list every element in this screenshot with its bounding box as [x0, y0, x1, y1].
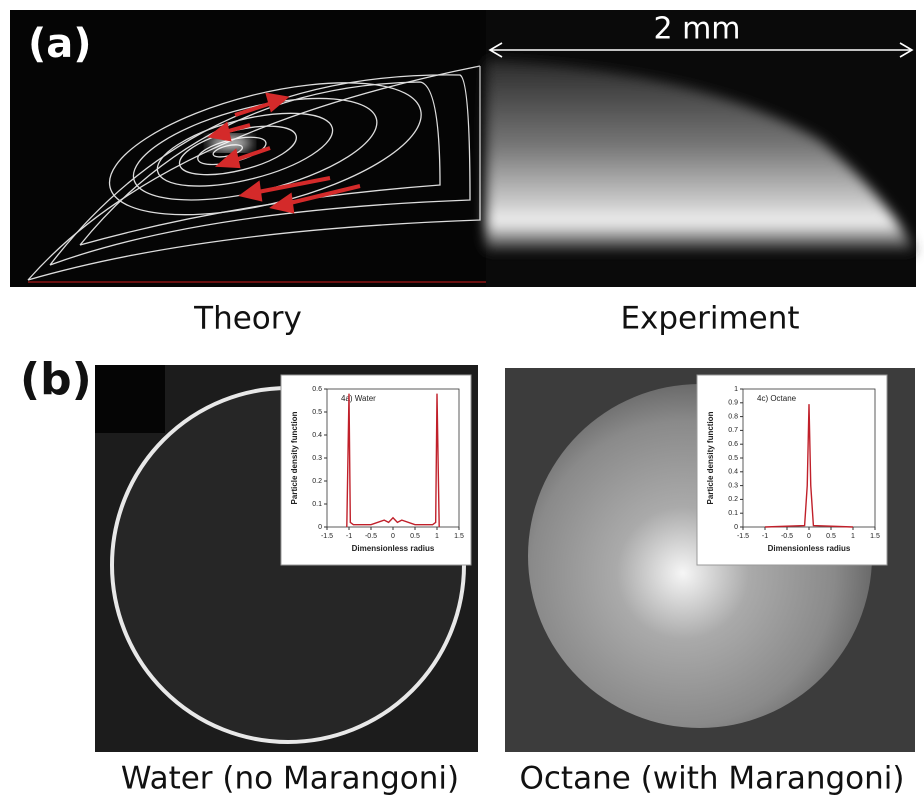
x-tick-label: 1.5 — [870, 533, 880, 540]
panel-label: (a) — [28, 21, 92, 67]
y-tick-label: 1 — [734, 386, 738, 393]
scale-label: 2 mm — [653, 12, 740, 47]
x-tick-label: 1.5 — [454, 533, 464, 540]
caption: Theory — [193, 301, 302, 337]
y-tick-label: 0.1 — [728, 510, 738, 517]
panel-label: (b) — [20, 354, 92, 405]
y-axis-label: Particle density function — [706, 411, 715, 504]
y-tick-label: 0.6 — [312, 386, 322, 393]
y-tick-label: 0.7 — [728, 427, 738, 434]
y-tick-label: 0.3 — [312, 455, 322, 462]
y-axis-label: Particle density function — [290, 411, 299, 504]
x-tick-label: 0 — [391, 533, 395, 540]
x-tick-label: -0.5 — [781, 533, 793, 540]
image-corner — [95, 365, 165, 433]
x-tick-label: 1 — [851, 533, 855, 540]
caption: Water (no Marangoni) — [121, 761, 459, 797]
x-tick-label: -1 — [346, 533, 352, 540]
x-tick-label: 0 — [807, 533, 811, 540]
x-axis-label: Dimensionless radius — [768, 544, 851, 553]
inset-title: 4c) Octane — [757, 394, 797, 403]
y-tick-label: 0.2 — [312, 478, 322, 485]
y-tick-label: 0.5 — [728, 455, 738, 462]
x-axis-label: Dimensionless radius — [352, 544, 435, 553]
y-tick-label: 0.2 — [728, 496, 738, 503]
y-tick-label: 0.6 — [728, 441, 738, 448]
caption: Experiment — [620, 301, 799, 337]
y-tick-label: 0.4 — [728, 469, 738, 476]
y-tick-label: 0 — [734, 524, 738, 531]
y-tick-label: 0.5 — [312, 409, 322, 416]
y-tick-label: 0.8 — [728, 413, 738, 420]
inset-title: 4a) Water — [341, 394, 376, 403]
y-tick-label: 0 — [318, 524, 322, 531]
x-tick-label: -0.5 — [365, 533, 377, 540]
inset-chart: -1.5 -1 -0.5 0 0.5 1 1.5 0 0.1 0.2 0.3 0.4 0.5 0.6 4a)… — [281, 375, 471, 565]
x-tick-label: -1 — [762, 533, 768, 540]
y-tick-label: 0.4 — [312, 432, 322, 439]
x-tick-label: 0.5 — [826, 533, 836, 540]
x-tick-label: 0.5 — [410, 533, 420, 540]
y-tick-label: 0.9 — [728, 400, 738, 407]
x-tick-label: 1 — [435, 533, 439, 540]
caption: Octane (with Marangoni) — [519, 761, 904, 797]
inset-chart: -1.5 -1 -0.5 0 0.5 1 1.5 0 0.1 0.2 0.3 0.4 0.5 0.6 0.7… — [697, 375, 887, 565]
x-tick-label: -1.5 — [737, 533, 749, 540]
figure: (a) 2 mm Theory Experiment (b) Water (no… — [0, 0, 924, 802]
y-tick-label: 0.3 — [728, 482, 738, 489]
y-tick-label: 0.1 — [312, 501, 322, 508]
x-tick-label: -1.5 — [321, 533, 333, 540]
